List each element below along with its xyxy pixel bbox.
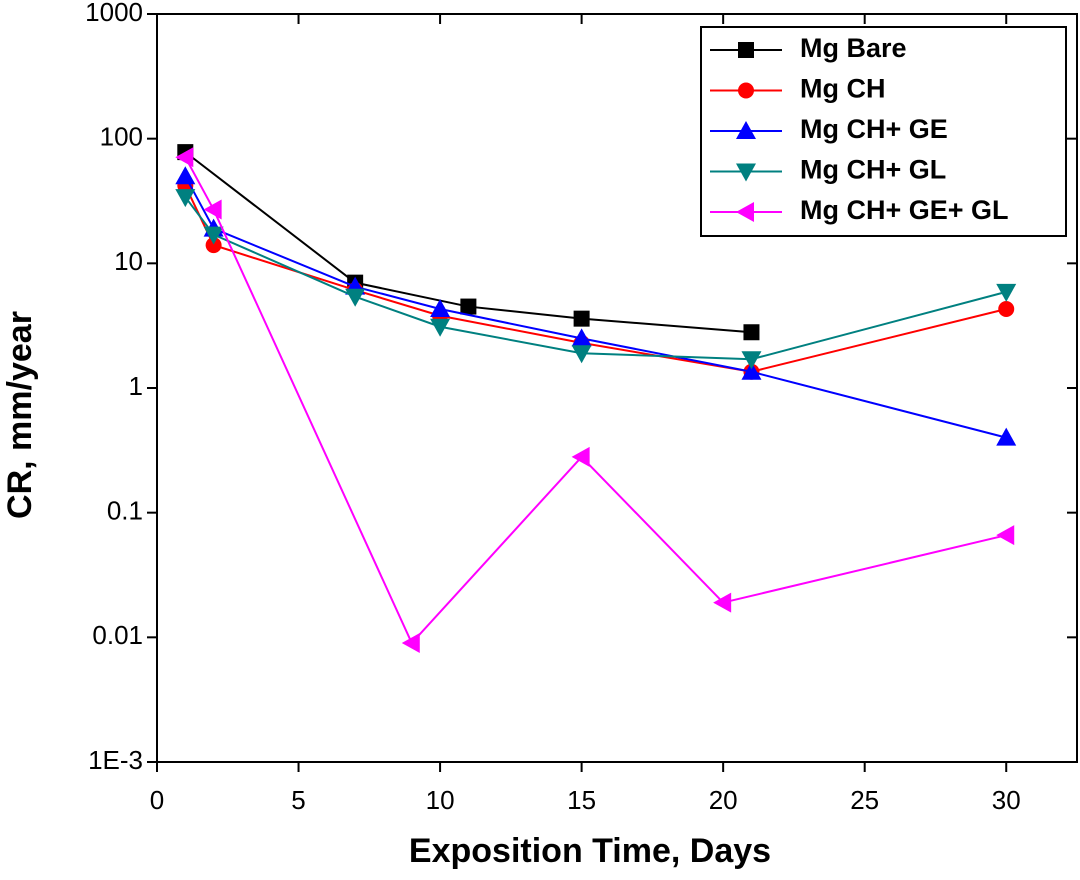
y-tick-label: 0.1 [107,496,143,526]
marker [741,351,762,370]
marker [713,592,732,613]
marker [205,237,222,254]
legend-label: Mg CH+ GE+ GL [800,195,1009,225]
marker [998,301,1015,318]
y-tick-label: 1000 [85,0,143,27]
x-tick-label: 5 [291,785,305,815]
marker [736,202,754,222]
marker [175,166,196,185]
x-tick-label: 15 [567,785,596,815]
marker [430,299,451,318]
marker [175,189,196,208]
marker [401,633,420,654]
y-tick-label: 1E-3 [88,745,143,775]
marker [996,525,1015,546]
marker [571,446,590,467]
marker [345,288,366,307]
marker [203,226,224,245]
x-tick-label: 0 [150,785,164,815]
marker [738,42,754,58]
marker [571,328,592,347]
legend-label: Mg Bare [800,33,907,63]
marker [996,427,1017,446]
marker [573,310,590,327]
marker [736,121,756,139]
series-line [184,156,1007,645]
y-tick-label: 100 [100,122,143,152]
marker [175,147,194,168]
marker [743,324,760,341]
legend-label: Mg CH+ GL [800,155,946,185]
y-axis-title: CR, mm/year [1,311,39,519]
x-tick-label: 20 [709,785,738,815]
marker [430,318,451,337]
x-axis-title: Exposition Time, Days [409,832,771,870]
marker [460,298,477,315]
y-tick-label: 0.01 [92,620,143,650]
legend-label: Mg CH [800,74,885,104]
x-tick-label: 10 [426,785,455,815]
y-tick-label: 10 [114,246,143,276]
marker [736,163,756,182]
marker [741,361,762,380]
marker [738,82,754,99]
marker [996,283,1017,302]
y-tick-label: 1 [129,371,143,401]
marker [203,199,222,220]
x-tick-label: 30 [992,785,1021,815]
legend-label: Mg CH+ GE [800,114,948,144]
marker [571,345,592,364]
x-tick-label: 25 [850,785,879,815]
